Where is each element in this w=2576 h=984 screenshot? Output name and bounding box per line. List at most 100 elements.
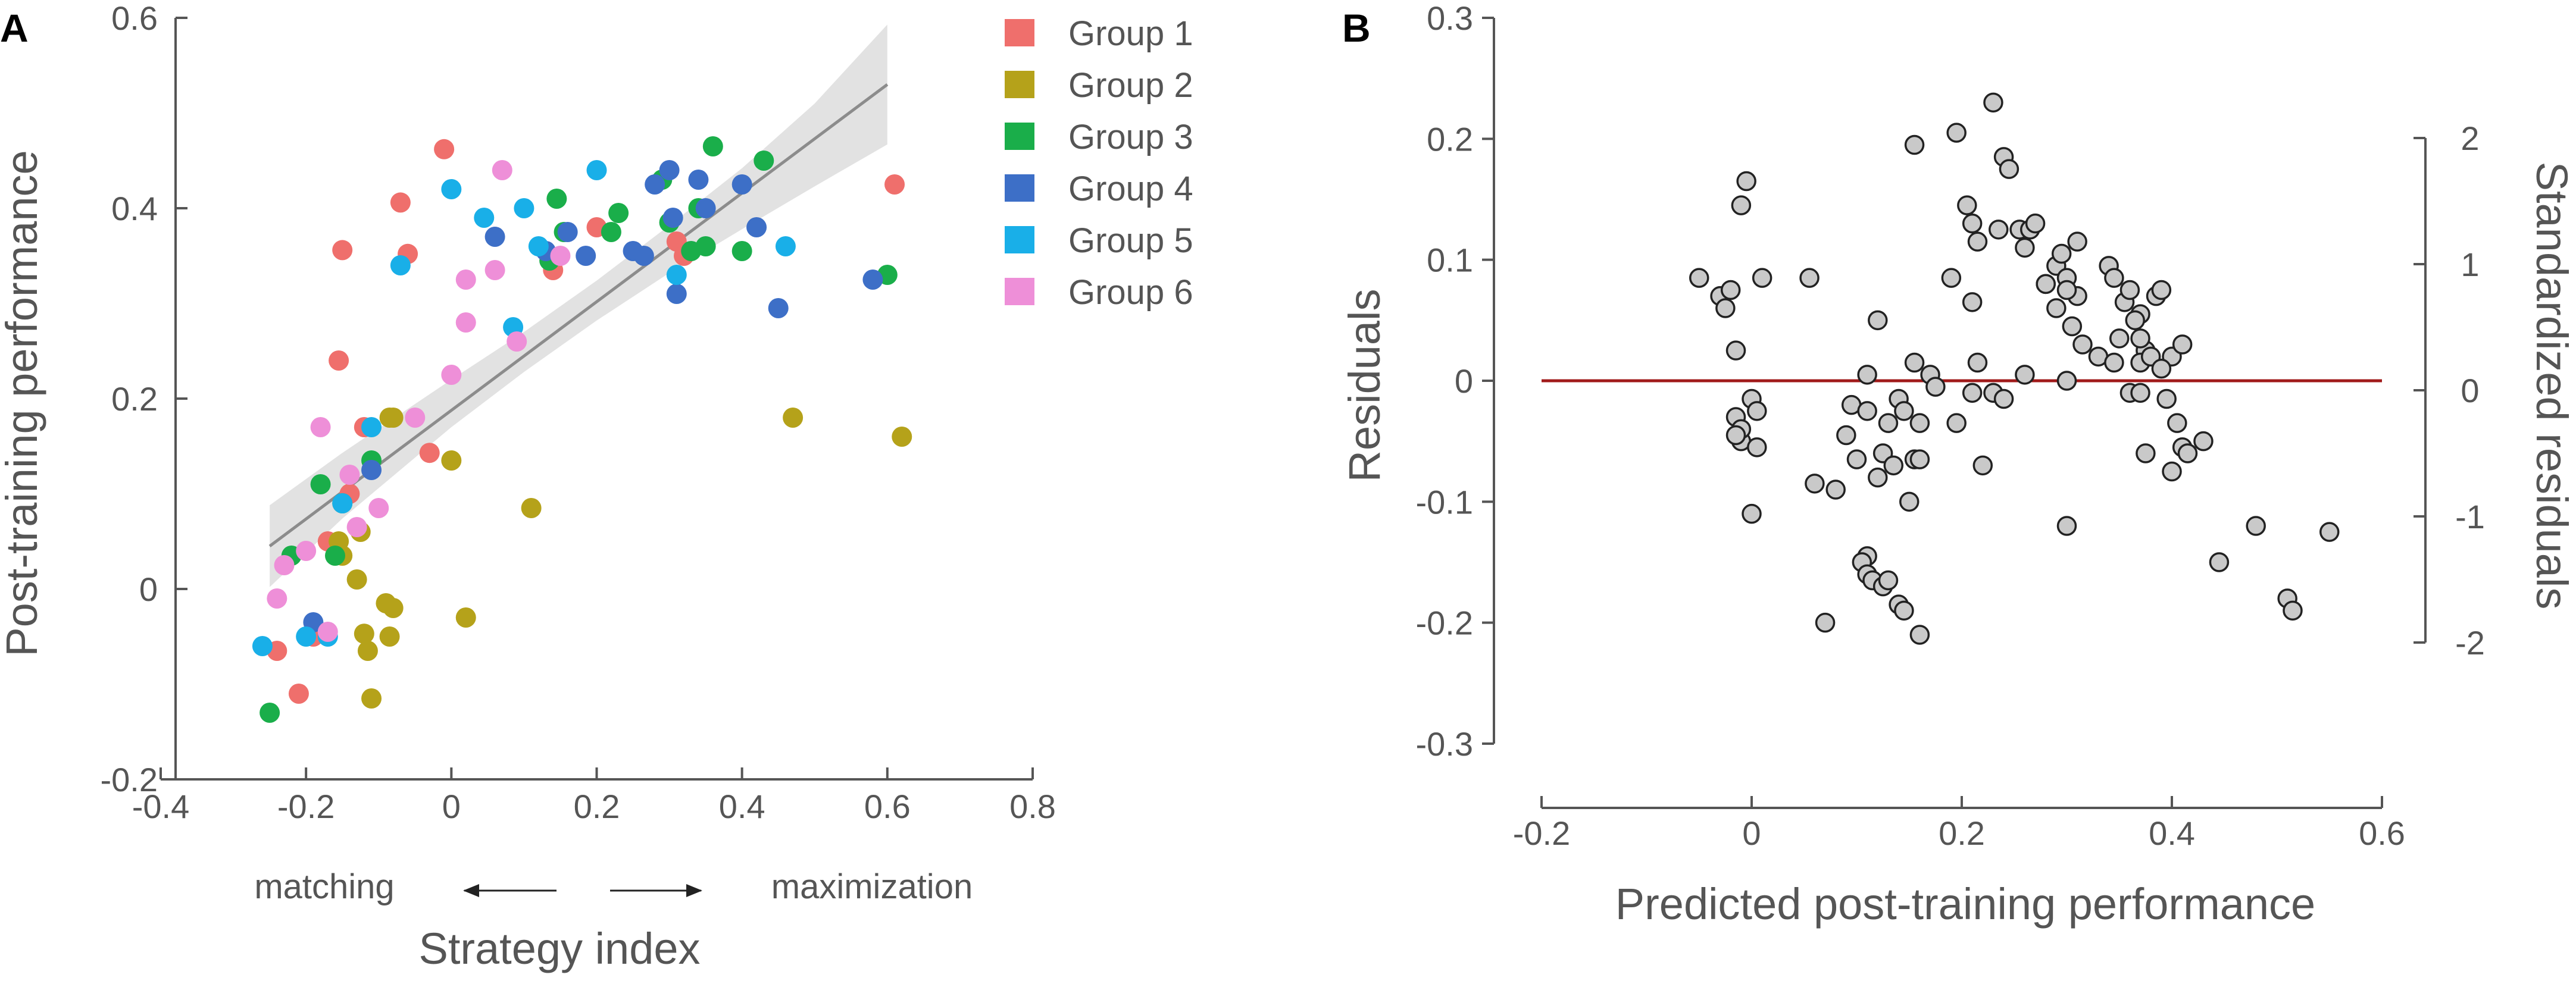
- panel-b: B -0.2 0 0.2 0.4 0.6 -0.3-0.2-0.100.10.20.3 …: [1340, 0, 2576, 929]
- data-point-group-4: [662, 208, 683, 228]
- x-tick-label: 0.4: [2149, 814, 2195, 852]
- data-point-group-6: [267, 588, 287, 609]
- data-point-group-2: [383, 408, 404, 428]
- data-point-group-3: [325, 546, 345, 566]
- y2-tick-label: 2: [2461, 120, 2479, 157]
- residual-point: [2167, 413, 2187, 433]
- residual-point: [1836, 425, 1856, 446]
- data-point-group-6: [339, 465, 360, 485]
- y-tick-label: -0.2: [101, 761, 158, 798]
- data-point-group-1: [332, 240, 353, 261]
- residual-point: [1720, 280, 1741, 300]
- data-point-group-1: [884, 174, 905, 195]
- data-point-group-6: [317, 622, 338, 642]
- residual-point: [2067, 231, 2087, 252]
- residual-point: [2156, 388, 2177, 409]
- data-point-group-6: [455, 312, 476, 333]
- data-point-group-1: [288, 684, 309, 704]
- data-point-group-3: [695, 236, 716, 256]
- residual-point: [1868, 467, 1888, 488]
- residual-point: [2015, 365, 2035, 385]
- data-point-group-4: [484, 227, 505, 247]
- residual-point: [2130, 328, 2150, 349]
- x-tick-label: -0.4: [132, 788, 190, 825]
- residual-point: [1742, 503, 1762, 524]
- data-point-group-2: [521, 498, 542, 518]
- data-point-group-2: [357, 641, 378, 661]
- data-point-group-4: [361, 460, 382, 480]
- residual-point: [2015, 237, 2035, 258]
- residual-point: [2056, 280, 2077, 300]
- data-point-group-6: [405, 408, 426, 428]
- residual-point: [2130, 383, 2150, 403]
- residual-point: [1815, 612, 1836, 633]
- data-point-group-6: [484, 260, 505, 280]
- x-tick-label: -0.2: [277, 788, 335, 825]
- data-point-group-2: [455, 607, 476, 628]
- legend-label: Group 6: [1068, 273, 1193, 312]
- x-tick-label: 0.4: [719, 788, 765, 825]
- data-point-group-4: [862, 269, 883, 290]
- legend-swatch: [1005, 278, 1034, 305]
- x-ticks-a: -0.4 -0.2 0 0.2 0.4 0.6 0.8: [132, 767, 1056, 825]
- residual-point: [2151, 280, 2172, 300]
- data-point-group-3: [702, 136, 723, 156]
- data-point-group-6: [441, 365, 462, 385]
- data-point-group-2: [346, 569, 367, 590]
- y-tick-label: 0.2: [111, 380, 158, 418]
- x-tick-label: 0.2: [1939, 814, 1985, 852]
- residual-point: [2104, 352, 2124, 373]
- residual-point: [1946, 413, 1967, 433]
- data-point-group-5: [361, 417, 382, 437]
- y-tick-label: 0.3: [1427, 0, 1473, 37]
- residual-point: [2104, 268, 2124, 288]
- y2-ticks-b: -2 -1 0 1 2: [2414, 120, 2485, 662]
- x-axis-label-b: Predicted post-training performance: [1615, 879, 2315, 929]
- x-axis-label-a: Strategy index: [418, 924, 700, 973]
- legend-swatch: [1005, 174, 1034, 202]
- x-tick-label: 0.6: [864, 788, 911, 825]
- residual-point: [1846, 449, 1867, 469]
- residual-point: [1715, 298, 1736, 318]
- data-point-group-5: [296, 626, 317, 647]
- matching-annotation: matching: [254, 867, 394, 906]
- panel-b-label: B: [1342, 6, 1371, 50]
- data-point-group-2: [892, 427, 912, 447]
- residual-point: [1967, 352, 1988, 373]
- y-axis-label-b: Residuals: [1340, 289, 1389, 482]
- right-arrow: [610, 884, 702, 897]
- data-point-group-5: [252, 636, 273, 656]
- residual-point: [1946, 123, 1967, 143]
- legend-label: Group 3: [1068, 118, 1193, 156]
- data-point-group-4: [688, 170, 709, 190]
- legend-swatch: [1005, 123, 1034, 150]
- data-point-group-6: [368, 498, 389, 518]
- residual-point: [1799, 268, 1820, 288]
- y-tick-label: -0.1: [1416, 483, 1474, 521]
- y-ticks-a: -0.2 0 0.2 0.4 0.6: [101, 0, 187, 798]
- legend-label: Group 1: [1068, 14, 1193, 53]
- scatter-points-a: [252, 136, 912, 723]
- data-point-group-2: [441, 450, 462, 471]
- residual-point: [2056, 371, 2077, 391]
- data-point-group-4: [659, 160, 680, 180]
- residual-point: [1941, 268, 1962, 288]
- residual-point: [2119, 280, 2140, 300]
- residual-point: [2209, 552, 2230, 572]
- x-tick-label: 0.2: [574, 788, 620, 825]
- residual-point: [1989, 220, 2009, 240]
- residual-point: [2109, 328, 2130, 349]
- data-point-group-3: [260, 703, 280, 723]
- y2-tick-label: -1: [2455, 498, 2485, 535]
- y-tick-label: -0.3: [1416, 725, 1474, 763]
- residual-point: [1909, 449, 1930, 469]
- data-point-group-4: [768, 298, 789, 318]
- residual-point: [1725, 340, 1746, 361]
- y2-axis-label-b: Standardized residuals: [2527, 162, 2576, 610]
- data-point-group-4: [576, 246, 596, 266]
- residual-point: [1805, 474, 1825, 494]
- residual-point: [1857, 365, 1877, 385]
- y-tick-label: 0.4: [111, 190, 158, 227]
- data-point-group-5: [528, 236, 549, 256]
